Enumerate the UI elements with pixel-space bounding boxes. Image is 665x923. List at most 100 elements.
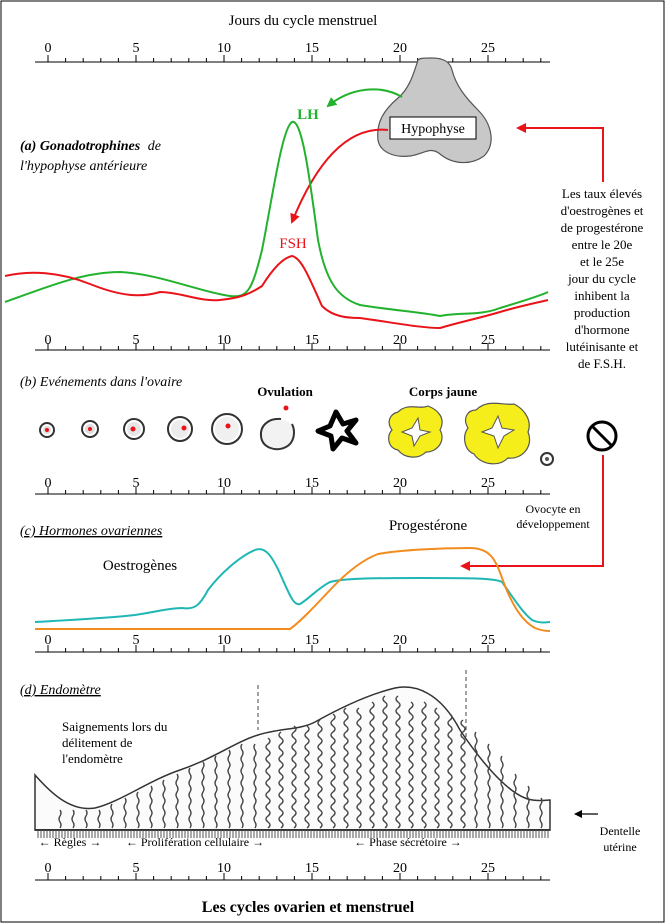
uterine-gland (265, 737, 271, 829)
uterine-gland (240, 743, 244, 829)
fsh-curve (4, 254, 549, 330)
feedback-arrow-top (516, 123, 604, 182)
endometrium-illustration (34, 670, 551, 838)
day-tick-label: 15 (305, 333, 319, 348)
day-tick-label: 5 (133, 861, 140, 876)
developing-oocyte (540, 452, 554, 466)
side-note-line: entre le 20e (572, 237, 633, 252)
panel-a-title: (a) Gonadotrophines de (20, 139, 161, 154)
day-tick-label: 25 (481, 476, 495, 491)
uterine-gland (136, 791, 140, 829)
oocyte-label-line1: Ovocyte en (526, 502, 581, 516)
pituitary-gland (377, 57, 492, 164)
day-tick-label: 0 (45, 333, 52, 348)
uterine-gland (408, 701, 414, 829)
top-axis-title: Jours du cycle menstruel (229, 13, 378, 29)
uterine-gland (369, 701, 375, 829)
uterine-gland (97, 809, 101, 829)
panel-a-subtitle: l'hypophyse antérieure (20, 159, 147, 174)
day-tick-label: 20 (393, 333, 407, 348)
day-tick-label: 25 (481, 41, 495, 56)
panel-c-title: (c) Hormones ovariennes (20, 524, 163, 539)
uterine-gland (162, 779, 166, 829)
panel-c-axis-ticks: 0 5 10 15 20 25 (45, 633, 542, 652)
day-tick-label: 5 (133, 41, 140, 56)
lh-curve (4, 120, 549, 318)
lace-label-line2: utérine (603, 840, 636, 854)
oocyte-label-line2: développement (516, 517, 590, 531)
fsh-release-arrow (290, 128, 389, 224)
uterine-gland (149, 785, 153, 829)
diagram-title: Les cycles ovarien et menstruel (202, 899, 415, 916)
side-note-line: lutéinisante et (566, 339, 639, 354)
uterine-gland (330, 713, 336, 829)
day-tick-label: 5 (133, 333, 140, 348)
ovulation-label: Ovulation (257, 384, 313, 399)
uterine-gland (278, 731, 284, 829)
bleeding-label-line3: l'endomètre (62, 751, 123, 766)
uterine-gland (58, 809, 62, 829)
day-tick-label: 10 (217, 633, 231, 648)
lace-label-line1: Dentelle (600, 824, 641, 838)
day-tick-label: 15 (305, 861, 319, 876)
uterine-gland (500, 755, 504, 829)
uterine-gland (291, 725, 297, 829)
uterine-gland (434, 707, 440, 829)
day-tick-label: 0 (45, 476, 52, 491)
collapsed-follicle (315, 409, 359, 452)
panel-b-axis-ticks: 0 5 10 15 20 25 (45, 476, 542, 494)
follicle-3 (123, 418, 145, 440)
side-note-line: de F.S.H. (578, 356, 626, 371)
top-axis-ticks: 0 5 10 15 20 25 (45, 41, 542, 62)
uterine-gland (539, 797, 543, 829)
feedback-arrow-bottom (460, 455, 604, 571)
day-tick-label: 20 (393, 861, 407, 876)
day-tick-label: 15 (305, 633, 319, 648)
side-note-line: production (574, 305, 631, 320)
day-tick-label: 0 (45, 633, 52, 648)
day-tick-label: 10 (217, 41, 231, 56)
uterine-gland (421, 701, 427, 829)
uterine-gland (487, 743, 491, 829)
side-note-line: inhibent la (574, 288, 629, 303)
day-tick-label: 5 (133, 633, 140, 648)
day-tick-label: 15 (305, 41, 319, 56)
panel-b-title: (b) Evénements dans l'ovaire (20, 375, 182, 390)
inhibition-icon (586, 420, 618, 452)
day-tick-label: 10 (217, 476, 231, 491)
follicle-4 (167, 416, 193, 442)
uterine-gland (356, 707, 362, 829)
side-note-line: de progestérone (561, 220, 644, 235)
uterine-gland (317, 719, 323, 829)
pituitary-label-box (389, 116, 477, 140)
day-tick-label: 0 (45, 41, 52, 56)
bleeding-label-line2: délitement de (62, 735, 133, 750)
uterine-gland (395, 695, 401, 829)
day-tick-label: 20 (393, 41, 407, 56)
estrogen-label: Oestrogènes (103, 558, 177, 574)
uterine-gland (474, 731, 478, 829)
panel-d-title: (d) Endomètre (20, 683, 101, 698)
day-tick-label: 10 (217, 333, 231, 348)
pituitary-label: Hypophyse (401, 122, 465, 137)
uterine-gland (460, 719, 466, 829)
uterine-gland (526, 785, 530, 829)
ruptured-follicle (259, 405, 295, 451)
uterine-gland (513, 773, 517, 829)
uterine-gland (110, 803, 114, 829)
uterine-gland (188, 767, 192, 829)
uterine-gland (343, 707, 349, 829)
uterine-gland (447, 713, 453, 829)
side-note-line: Les taux élevés (562, 186, 642, 201)
uterine-gland (84, 809, 88, 829)
follicle-5 (211, 413, 243, 445)
estrogen-curve (34, 548, 551, 624)
progesterone-label: Progestérone (389, 518, 468, 534)
corpus-luteum-2 (464, 402, 531, 465)
side-note-line: d'hormone (574, 322, 629, 337)
panel-a-axis-ticks: 0 5 10 15 20 25 (45, 333, 542, 350)
follicle-1 (39, 422, 55, 438)
side-note-line: d'oestrogènes et (561, 203, 644, 218)
